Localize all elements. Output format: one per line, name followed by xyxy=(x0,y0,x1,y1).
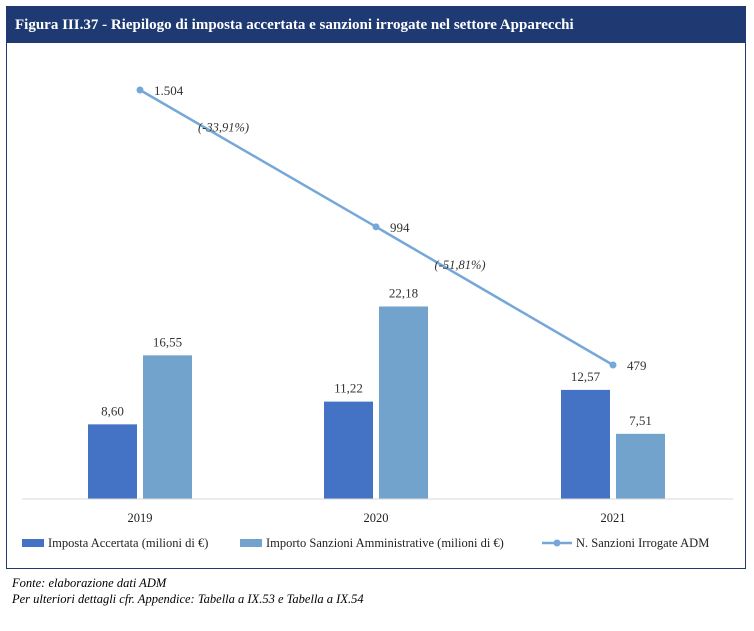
line-layer xyxy=(136,86,617,369)
bar-imposta-2019 xyxy=(88,424,137,499)
footnote-details: Per ulteriori dettagli cfr. Appendice: T… xyxy=(12,592,364,606)
x-tick-2021: 2021 xyxy=(601,511,626,525)
bars-layer xyxy=(88,306,665,499)
change-annotation-2: (-51,81%) xyxy=(435,258,486,272)
legend-swatch-imposta xyxy=(22,539,44,547)
chart-svg: 8,60 16,55 11,22 22,18 12,57 7,51 1.504 994 479 (… xyxy=(22,83,733,550)
bar-label-sanzioni-2020: 22,18 xyxy=(389,285,418,300)
line-label-2021: 479 xyxy=(627,358,647,373)
bar-label-sanzioni-2021: 7,51 xyxy=(629,413,652,428)
ticks-layer: 2019 2020 2021 xyxy=(128,511,626,525)
labels-layer: 8,60 16,55 11,22 22,18 12,57 7,51 1.504 994 479 (… xyxy=(101,83,652,428)
line-point-2020 xyxy=(372,223,380,231)
bar-imposta-2021 xyxy=(561,389,610,499)
legend-label-sanzioni: Importo Sanzioni Amministrative (milioni… xyxy=(266,536,504,550)
x-tick-2020: 2020 xyxy=(364,511,389,525)
legend-label-sanzioni-irrogate: N. Sanzioni Irrogate ADM xyxy=(576,536,709,550)
bar-label-imposta-2021: 12,57 xyxy=(571,369,601,384)
figure-title: Figura III.37 - Riepilogo di imposta acc… xyxy=(7,7,745,43)
bar-sanzioni-2020 xyxy=(379,306,428,499)
change-annotation-1: (-33,91%) xyxy=(198,120,249,134)
line-label-2020: 994 xyxy=(390,220,410,235)
legend-label-imposta: Imposta Accertata (milioni di €) xyxy=(48,536,208,550)
line-point-2021 xyxy=(609,361,617,369)
footnote-source: Fonte: elaborazione dati ADM xyxy=(12,576,167,590)
legend-swatch-sanzioni xyxy=(240,539,262,547)
line-point-2019 xyxy=(136,86,144,94)
bar-label-imposta-2020: 11,22 xyxy=(334,381,363,396)
bar-label-imposta-2019: 8,60 xyxy=(101,403,124,418)
legend: Imposta Accertata (milioni di €) Importo … xyxy=(22,536,709,550)
x-tick-2019: 2019 xyxy=(128,511,153,525)
bar-imposta-2020 xyxy=(324,401,373,499)
legend-marker-sanzioni-irrogate xyxy=(553,539,561,547)
footnotes: Fonte: elaborazione dati ADM Per ulterio… xyxy=(12,575,364,607)
bar-sanzioni-2021 xyxy=(616,433,665,499)
line-label-2019: 1.504 xyxy=(154,83,184,98)
bar-label-sanzioni-2019: 16,55 xyxy=(153,334,182,349)
bar-sanzioni-2019 xyxy=(143,355,192,499)
